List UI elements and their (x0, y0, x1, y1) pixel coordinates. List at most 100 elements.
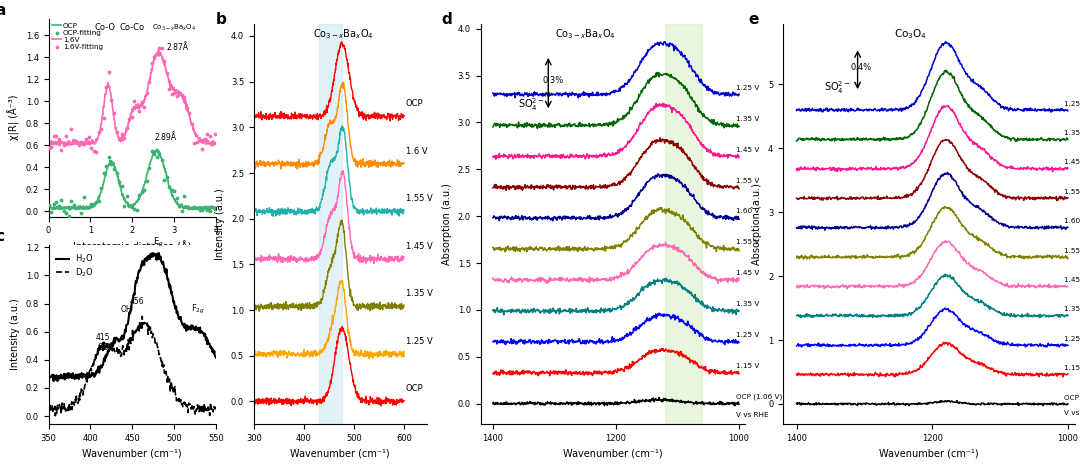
Text: Co$_{3-x}$Ba$_x$O$_4$: Co$_{3-x}$Ba$_x$O$_4$ (152, 23, 197, 33)
OCP-fitting (199, 206, 216, 214)
OCP-fitting (116, 202, 133, 210)
Text: Co-Co: Co-Co (120, 23, 145, 32)
1.6V-fitting (180, 110, 198, 117)
Text: 2.89Å: 2.89Å (154, 133, 176, 142)
OCP (85, 204, 98, 210)
1.6V-fitting (93, 126, 110, 133)
Legend: H$_2$O, D$_2$O: H$_2$O, D$_2$O (53, 249, 97, 282)
D$_2$O (148, 336, 161, 342)
OCP-fitting (188, 205, 205, 212)
D$_2$O (164, 389, 177, 395)
1.6V-fitting (55, 141, 72, 149)
1.6V-fitting (140, 78, 158, 85)
OCP-fitting (103, 160, 120, 168)
1.6V-fitting (70, 141, 87, 149)
1.6V-fitting (85, 147, 103, 154)
Text: Co-O: Co-O (95, 23, 116, 32)
Text: 0.3%: 0.3% (542, 76, 564, 85)
Text: 1.35 V: 1.35 V (406, 289, 432, 298)
OCP (42, 204, 55, 210)
1.6V-fitting (191, 137, 208, 144)
1.6V-fitting (173, 91, 190, 99)
OCP-fitting (40, 201, 57, 208)
OCP-fitting (50, 202, 67, 210)
Y-axis label: Intensity (a.u.): Intensity (a.u.) (10, 299, 21, 370)
OCP-fitting (180, 204, 198, 211)
1.6V-fitting (163, 90, 180, 98)
Text: 1.60 V: 1.60 V (1065, 218, 1080, 224)
1.6V-fitting (131, 107, 148, 114)
1.6V-fitting (98, 83, 116, 90)
1.6V-fitting (188, 138, 205, 146)
1.6V (42, 138, 55, 144)
OCP-fitting (201, 207, 218, 215)
1.6V-fitting (65, 137, 82, 145)
1.6V (210, 140, 222, 146)
Text: 1.55 V: 1.55 V (406, 194, 432, 203)
Text: E$_g$: E$_g$ (152, 236, 164, 249)
OCP-fitting (95, 169, 112, 177)
D$_2$O (164, 379, 177, 384)
1.6V-fitting (203, 140, 220, 148)
D$_2$O (97, 347, 110, 352)
1.6V-fitting (57, 132, 75, 139)
OCP-fitting (158, 173, 175, 181)
1.6V-fitting (113, 130, 131, 138)
OCP-fitting (156, 176, 173, 183)
OCP-fitting (106, 165, 123, 173)
Text: OH: OH (121, 305, 132, 314)
Text: d: d (441, 12, 451, 26)
H$_2$O (164, 283, 177, 288)
D$_2$O (109, 349, 122, 354)
Text: c: c (0, 229, 4, 244)
1.6V-fitting (165, 89, 183, 97)
OCP (141, 170, 154, 175)
1.6V-fitting (78, 135, 95, 143)
1.6V-fitting (125, 97, 143, 105)
OCP-fitting (68, 204, 85, 212)
1.6V-fitting (121, 115, 138, 123)
OCP-fitting (125, 205, 143, 213)
OCP-fitting (150, 150, 167, 158)
H$_2$O (42, 374, 55, 379)
H$_2$O (210, 355, 222, 360)
OCP-fitting (178, 203, 195, 211)
H$_2$O (51, 378, 64, 384)
1.6V (154, 51, 167, 57)
1.6V-fitting (68, 138, 85, 146)
OCP-fitting (113, 183, 131, 190)
1.6V-fitting (45, 132, 63, 139)
OCP-fitting (173, 208, 190, 215)
Text: OCP (1.06 V): OCP (1.06 V) (735, 394, 782, 400)
Text: 1.55 V: 1.55 V (1065, 189, 1080, 195)
1.6V-fitting (60, 138, 78, 146)
1.6V-fitting (199, 130, 216, 137)
1.6V-fitting (168, 92, 186, 99)
OCP-fitting (91, 198, 108, 205)
1.6V-fitting (171, 90, 188, 98)
OCP-fitting (143, 147, 160, 154)
Text: 1.45 V: 1.45 V (1065, 159, 1080, 165)
OCP-fitting (65, 201, 82, 209)
OCP-fitting (110, 178, 127, 186)
OCP-fitting (206, 205, 224, 213)
D$_2$O (63, 402, 76, 407)
Text: F$_{2g}$: F$_{2g}$ (190, 303, 204, 317)
OCP-fitting (108, 169, 125, 177)
Text: 1.45 V: 1.45 V (406, 242, 432, 251)
1.6V-fitting (186, 139, 203, 147)
Line: 1.6V: 1.6V (49, 51, 216, 146)
1.6V-fitting (184, 121, 201, 128)
1.6V-fitting (87, 148, 105, 155)
1.6V-fitting (108, 128, 125, 136)
1.6V-fitting (123, 113, 140, 121)
Text: 1.45 V: 1.45 V (735, 270, 759, 276)
Text: OCP: OCP (406, 384, 423, 393)
1.6V-fitting (40, 145, 57, 152)
1.6V-fitting (95, 114, 112, 122)
OCP-fitting (138, 178, 156, 185)
X-axis label: Wavenumber (cm⁻¹): Wavenumber (cm⁻¹) (291, 448, 390, 458)
OCP-fitting (72, 209, 90, 217)
OCP-fitting (57, 210, 75, 217)
1.6V (168, 87, 181, 93)
